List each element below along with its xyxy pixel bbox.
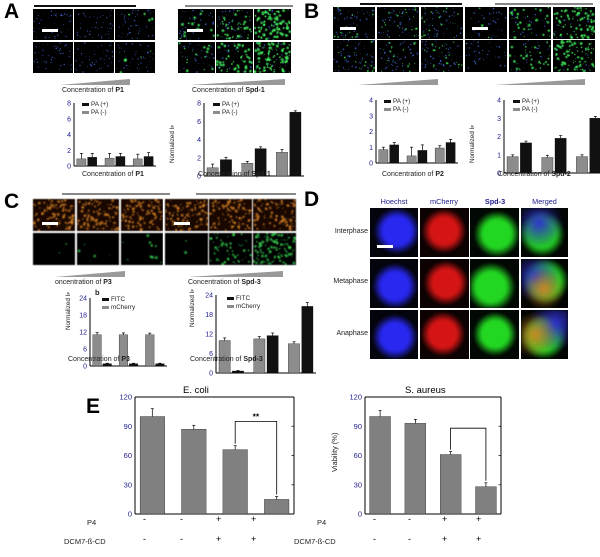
- svg-text:0: 0: [128, 510, 132, 519]
- svg-text:60: 60: [124, 451, 132, 460]
- svg-text:30: 30: [354, 480, 362, 489]
- svg-text:90: 90: [124, 422, 132, 431]
- svg-text:30: 30: [124, 480, 132, 489]
- svg-text:60: 60: [354, 451, 362, 460]
- svg-text:120: 120: [349, 393, 362, 402]
- svg-text:0: 0: [358, 510, 362, 519]
- svg-text:90: 90: [354, 422, 362, 431]
- svg-text:120: 120: [119, 393, 132, 402]
- svg-text:**: **: [253, 411, 260, 421]
